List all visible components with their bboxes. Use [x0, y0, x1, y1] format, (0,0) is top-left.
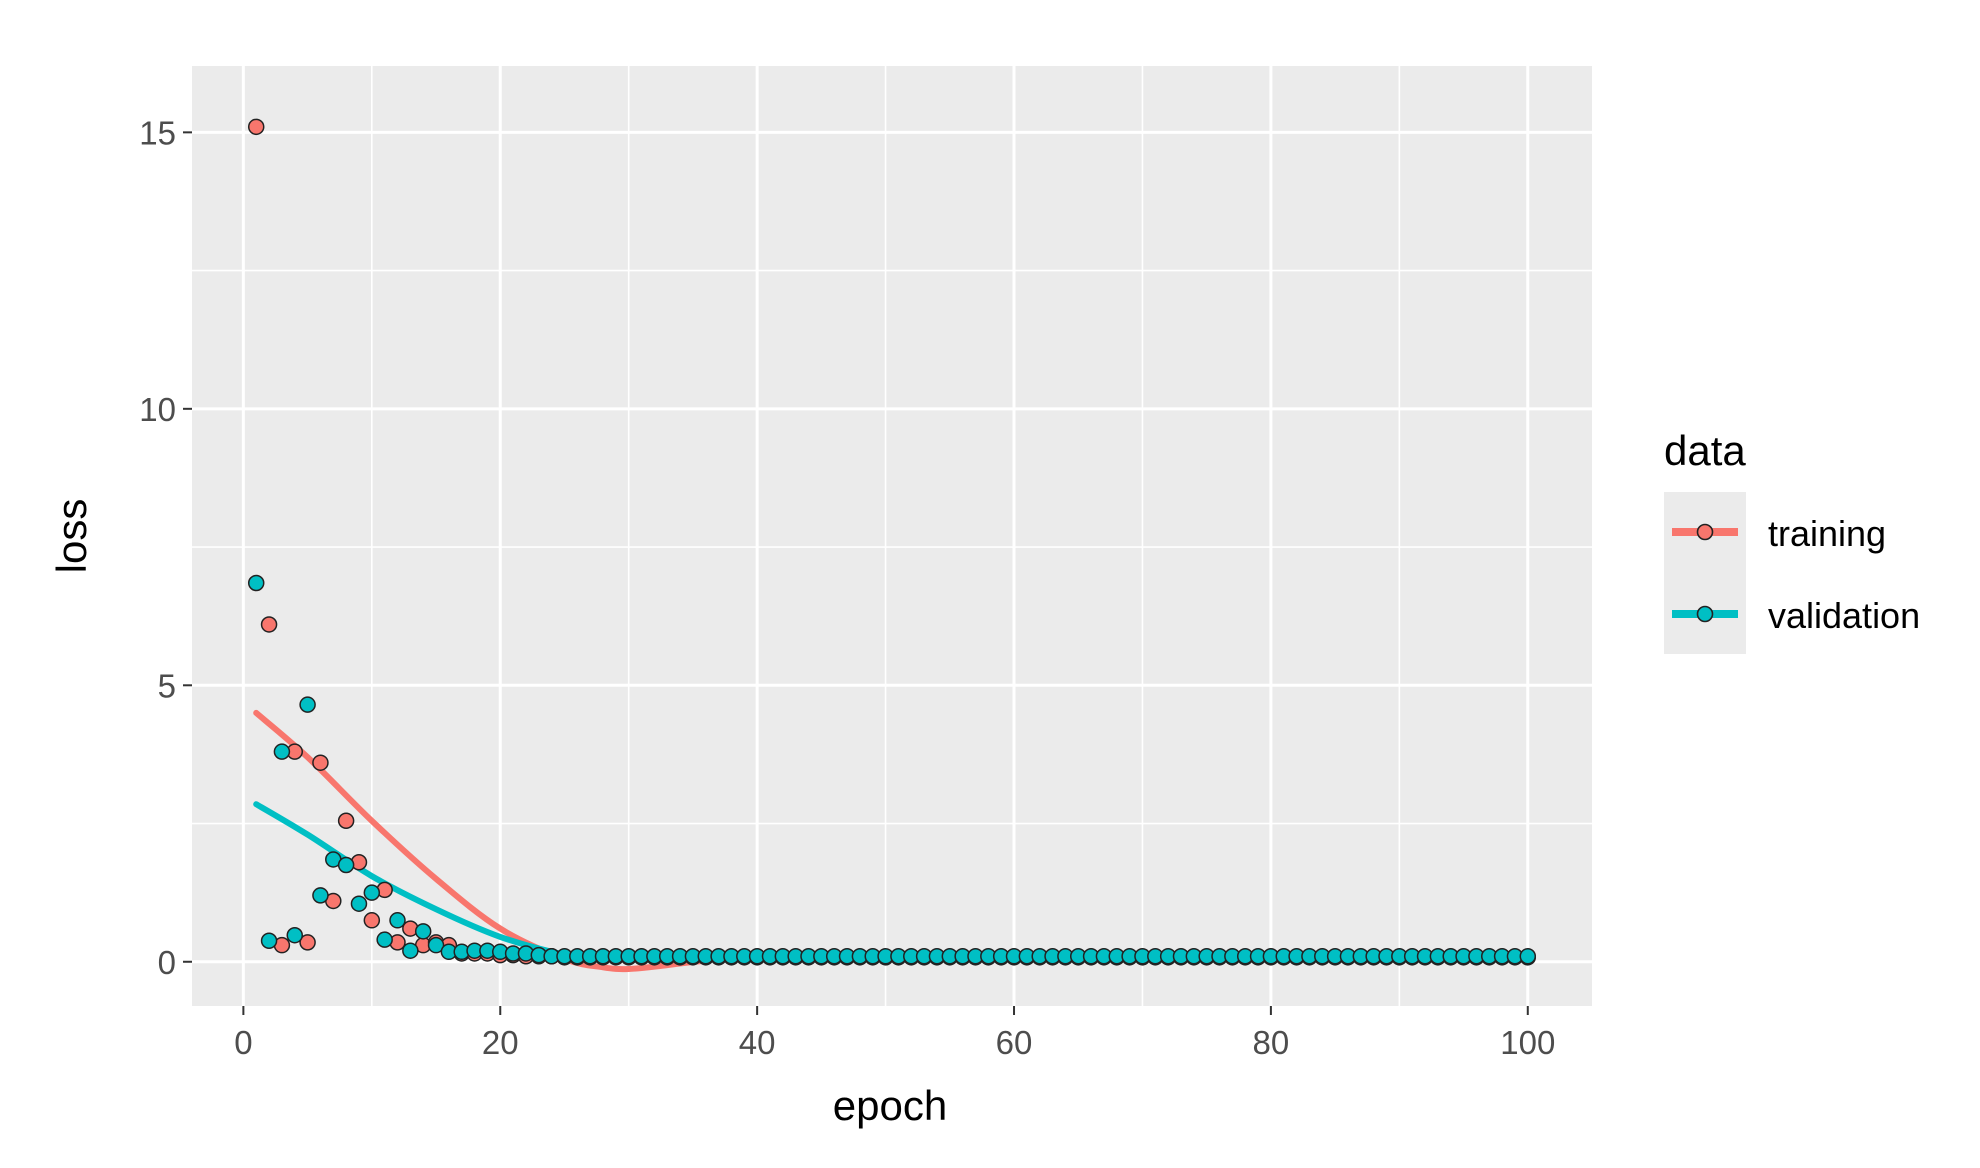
x-tick-label: 20: [482, 1024, 519, 1061]
data-point-training: [337, 812, 355, 830]
data-point-validation: [286, 926, 304, 944]
x-axis-title: epoch: [833, 1082, 947, 1129]
data-point-validation: [273, 743, 291, 760]
legend-label-validation: validation: [1768, 595, 1920, 636]
data-point-training: [247, 118, 265, 136]
data-point-validation: [389, 912, 406, 929]
data-point-training: [299, 934, 316, 951]
data-point-validation: [363, 884, 381, 901]
data-point-validation: [260, 932, 278, 950]
data-point-validation: [427, 936, 445, 954]
data-point-training: [363, 912, 381, 929]
legend-key-bg: [1664, 492, 1746, 654]
y-axis-title: loss: [48, 499, 95, 574]
data-point-validation: [247, 574, 265, 592]
legend-item-training: training: [1672, 513, 1886, 554]
data-point-validation: [350, 895, 368, 912]
legend-title: data: [1664, 427, 1746, 474]
y-tick-label: 5: [158, 667, 176, 704]
y-axis: 0 5 10 15: [139, 114, 192, 981]
data-point-validation: [1519, 947, 1537, 965]
data-point-validation: [337, 856, 355, 874]
x-tick-label: 60: [996, 1024, 1033, 1061]
y-tick-label: 15: [139, 114, 176, 151]
data-point-validation: [414, 923, 432, 940]
data-points: [247, 118, 1537, 966]
data-point-validation: [312, 887, 329, 904]
x-tick-label: 100: [1500, 1024, 1555, 1061]
x-tick-label: 80: [1253, 1024, 1290, 1061]
x-tick-label: 40: [739, 1024, 776, 1061]
data-point-validation: [376, 931, 393, 948]
data-point-training: [312, 754, 329, 771]
legend-item-validation: validation: [1672, 595, 1920, 636]
legend-label-training: training: [1768, 513, 1886, 554]
legend: data training validation: [1664, 427, 1920, 654]
data-point-training: [260, 616, 278, 633]
x-tick-label: 0: [234, 1024, 252, 1061]
y-tick-label: 10: [139, 391, 176, 428]
y-tick-label: 0: [158, 944, 176, 981]
legend-key-point-validation: [1696, 605, 1714, 623]
plot-panel: [192, 66, 1592, 1006]
data-point-validation: [299, 696, 316, 713]
x-axis: 0 20 40 60 80 100: [234, 1006, 1555, 1061]
grid-minor: [192, 66, 1592, 1006]
legend-key-point-training: [1696, 523, 1714, 541]
data-point-validation: [402, 942, 419, 959]
